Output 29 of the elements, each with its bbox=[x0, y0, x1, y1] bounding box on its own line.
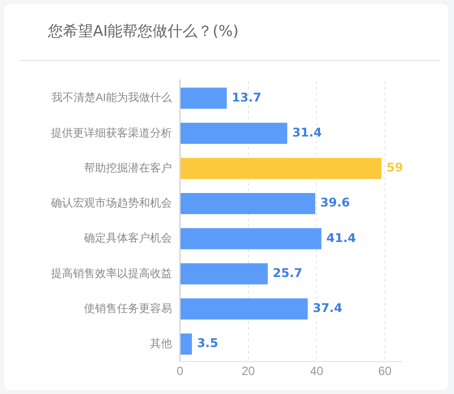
data-label: 59 bbox=[386, 160, 404, 175]
bar bbox=[180, 158, 382, 179]
data-label: 31.4 bbox=[292, 125, 322, 140]
data-label: 3.5 bbox=[196, 336, 218, 350]
y-tick-label: 提高销售效率以提高收益 bbox=[51, 266, 172, 280]
y-tick-label: 帮助挖掘潜在客户 bbox=[84, 161, 172, 174]
data-label: 39.6 bbox=[320, 196, 350, 210]
x-tick-label: 60 bbox=[378, 364, 392, 378]
y-tick-label: 其他 bbox=[150, 337, 172, 350]
chart-title: 您希望AI能帮您做什么？(%) bbox=[48, 22, 239, 41]
y-tick-label: 使销售任务更容易 bbox=[84, 302, 172, 315]
data-label: 37.4 bbox=[312, 301, 342, 316]
data-label: 41.4 bbox=[326, 230, 356, 245]
data-label: 25.7 bbox=[272, 266, 302, 280]
bar bbox=[180, 263, 268, 284]
y-tick-label: 提供更详细获客渠道分析 bbox=[51, 126, 172, 140]
bar bbox=[180, 228, 322, 250]
x-tick-label: 20 bbox=[242, 364, 256, 378]
x-tick-label: 0 bbox=[176, 364, 184, 378]
data-label: 13.7 bbox=[232, 90, 262, 104]
bar bbox=[180, 122, 288, 144]
bar bbox=[180, 193, 316, 214]
y-tick-label: 确认宏观市场趋势和机会 bbox=[50, 196, 172, 210]
x-tick-label: 40 bbox=[310, 364, 324, 378]
bar bbox=[180, 88, 227, 109]
y-tick-label: 我不清楚AI能为我做什么 bbox=[52, 91, 172, 104]
bar bbox=[180, 334, 192, 355]
bar bbox=[180, 298, 308, 320]
y-tick-label: 确定具体客户机会 bbox=[83, 232, 172, 245]
